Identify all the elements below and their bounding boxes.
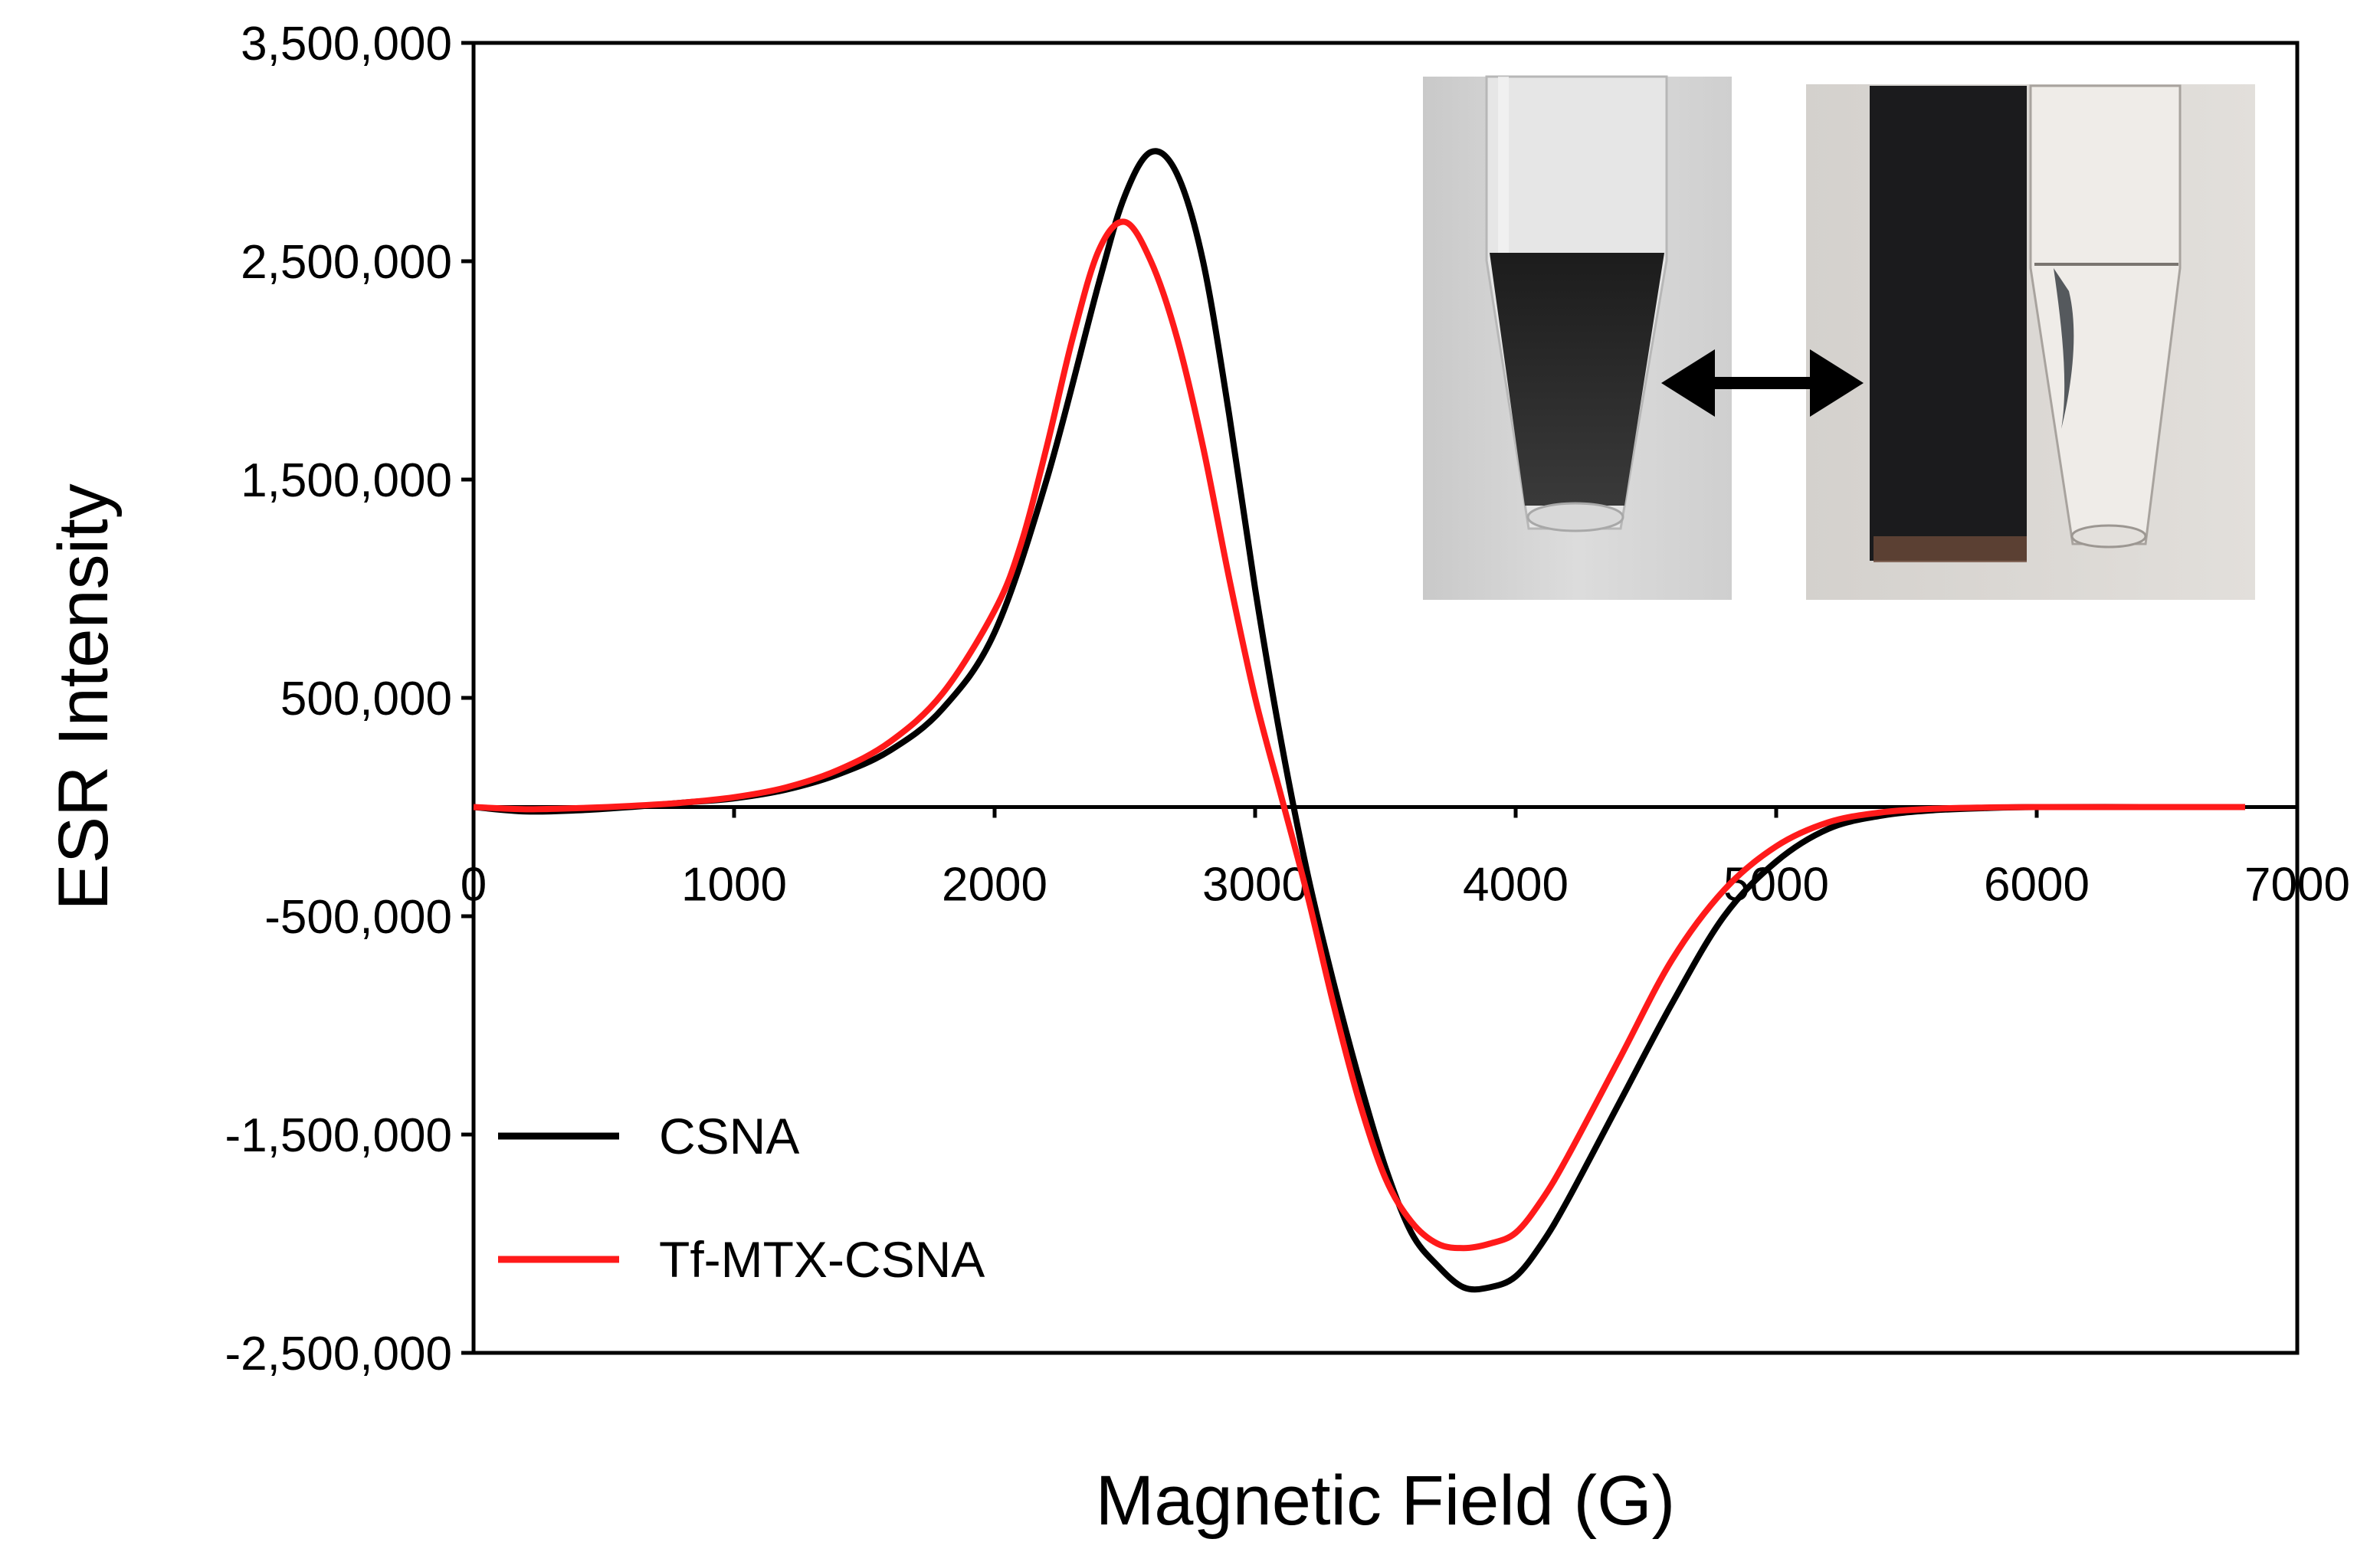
y-tick-label: -1,500,000 [225, 1109, 452, 1162]
inset-photos [1423, 75, 2255, 600]
x-tick-label: 5000 [1723, 859, 1829, 912]
x-axis-title: Magnetic Field (G) [1096, 1462, 1676, 1540]
inset-photo-tube [1423, 75, 1732, 600]
x-tick-label: 4000 [1463, 859, 1569, 912]
legend-label-csna: CSNA [659, 1108, 799, 1164]
y-axis: 3,500,000 2,500,000 1,500,000 500,000 -500,0… [225, 18, 474, 1380]
legend-label-tf-mtx-csna: Tf-MTX-CSNA [659, 1231, 985, 1288]
x-tick-label: 2000 [942, 859, 1047, 912]
y-tick-label: 2,500,000 [241, 236, 452, 289]
double-arrow-icon [1661, 349, 1864, 417]
y-tick-label: 3,500,000 [241, 18, 452, 70]
x-tick-label: 3000 [1202, 859, 1308, 912]
y-axis-title: ESR Intensity [44, 483, 123, 910]
legend: CSNA Tf-MTX-CSNA [498, 1108, 985, 1288]
x-tick-label: 7000 [2244, 859, 2350, 912]
x-axis: 0 1000 2000 3000 4000 5000 6000 7000 [461, 807, 2350, 912]
y-tick-label: 1,500,000 [241, 454, 452, 507]
series-line-tf-mtx-csna [473, 218, 2245, 1252]
y-tick-label: -500,000 [264, 891, 452, 944]
x-tick-label: 0 [461, 859, 487, 912]
series-group [473, 148, 2245, 1293]
y-tick-label: 500,000 [280, 673, 452, 725]
y-tick-label: -2,500,000 [225, 1328, 452, 1380]
x-tick-label: 1000 [681, 859, 787, 912]
x-tick-label: 6000 [1984, 859, 2090, 912]
series-line-csna [473, 148, 2245, 1293]
inset-photo-magnet [1806, 84, 2255, 600]
